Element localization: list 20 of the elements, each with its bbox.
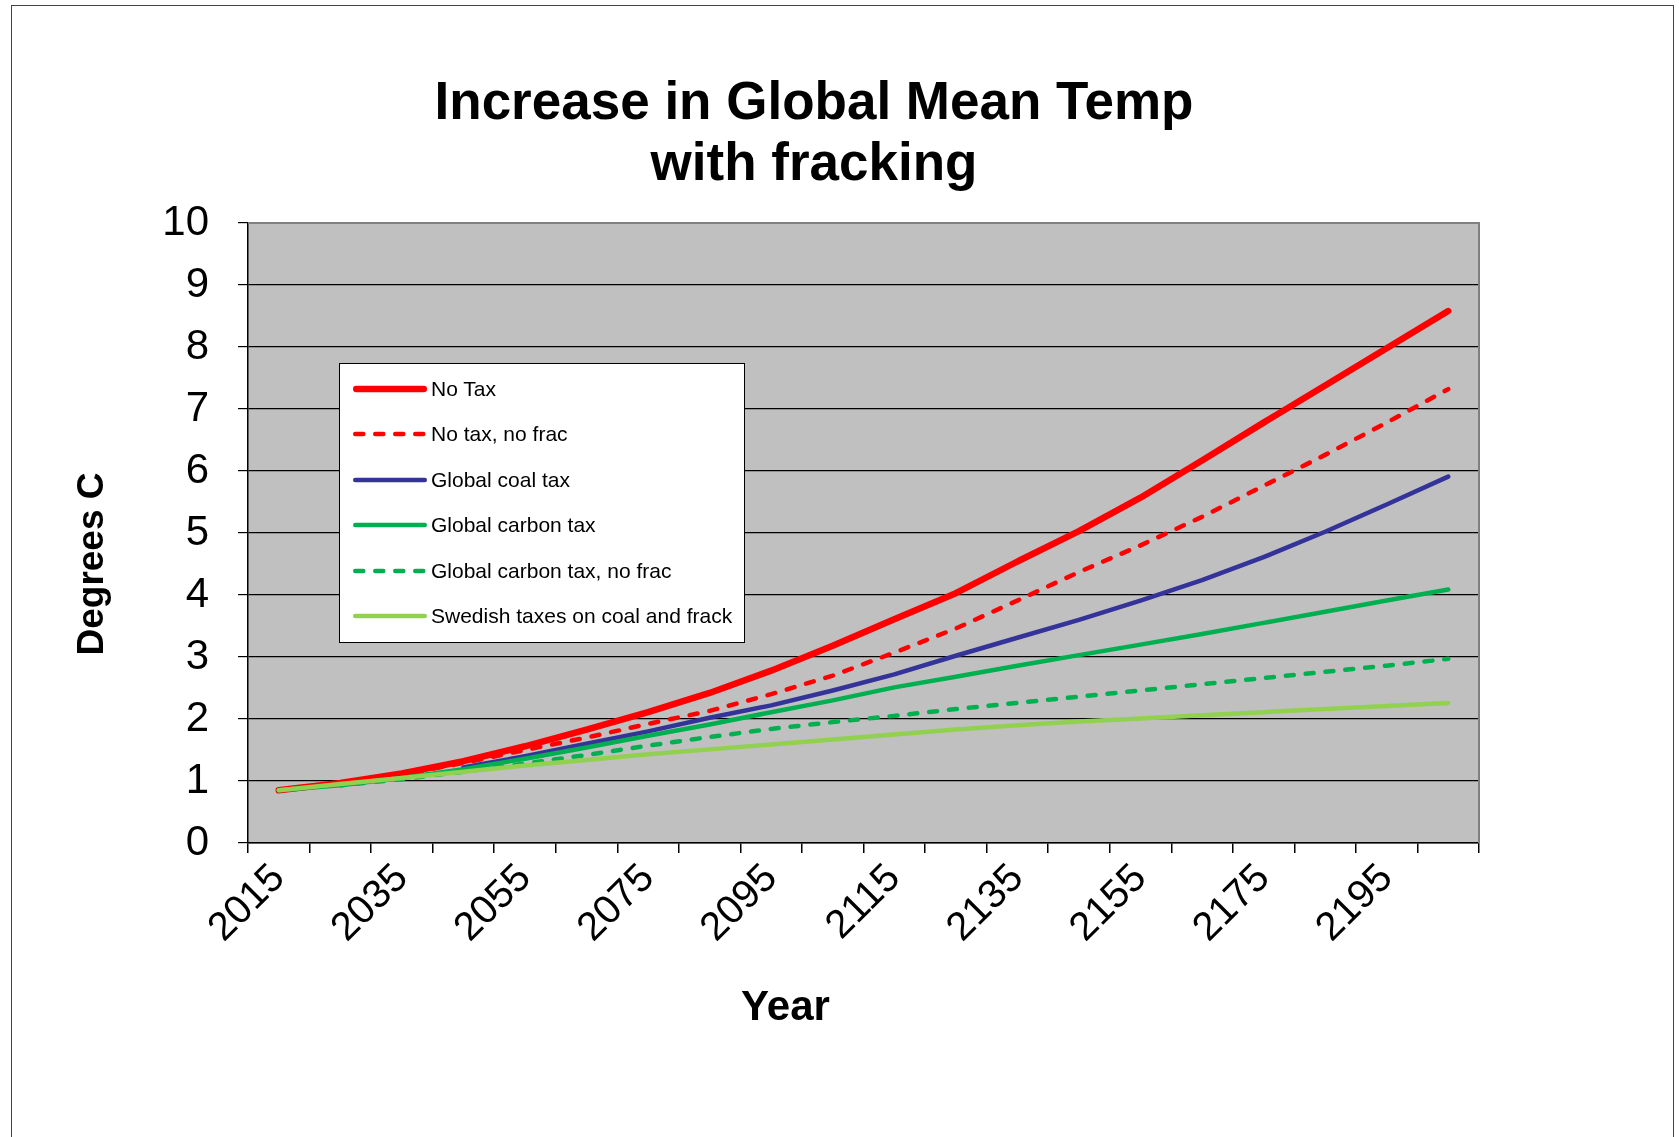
y-tick-label: 3 <box>185 630 209 678</box>
legend-label: Global carbon tax <box>431 513 596 538</box>
y-tick-label: 7 <box>185 382 209 430</box>
legend-label: Global carbon tax, no frac <box>431 558 672 583</box>
y-tick-label: 6 <box>185 444 209 492</box>
legend-label: Global coal tax <box>431 467 570 492</box>
chart-title: Increase in Global Mean Temp with fracking <box>433 70 1195 192</box>
y-tick-label: 1 <box>185 754 209 802</box>
y-tick-label: 10 <box>162 196 209 244</box>
y-axis-title: Degrees C <box>69 472 112 656</box>
y-tick-label: 0 <box>185 816 209 864</box>
y-tick-label: 9 <box>185 258 209 306</box>
y-tick-label: 2 <box>185 692 209 740</box>
legend-label: No tax, no frac <box>431 422 568 447</box>
y-tick-label: 8 <box>185 320 209 368</box>
legend-label: Swedish taxes on coal and frack <box>431 604 733 629</box>
legend-label: No Tax <box>431 376 496 401</box>
y-tick-label: 4 <box>185 568 209 616</box>
y-tick-label: 5 <box>185 506 209 554</box>
x-axis-title: Year <box>741 981 830 1030</box>
